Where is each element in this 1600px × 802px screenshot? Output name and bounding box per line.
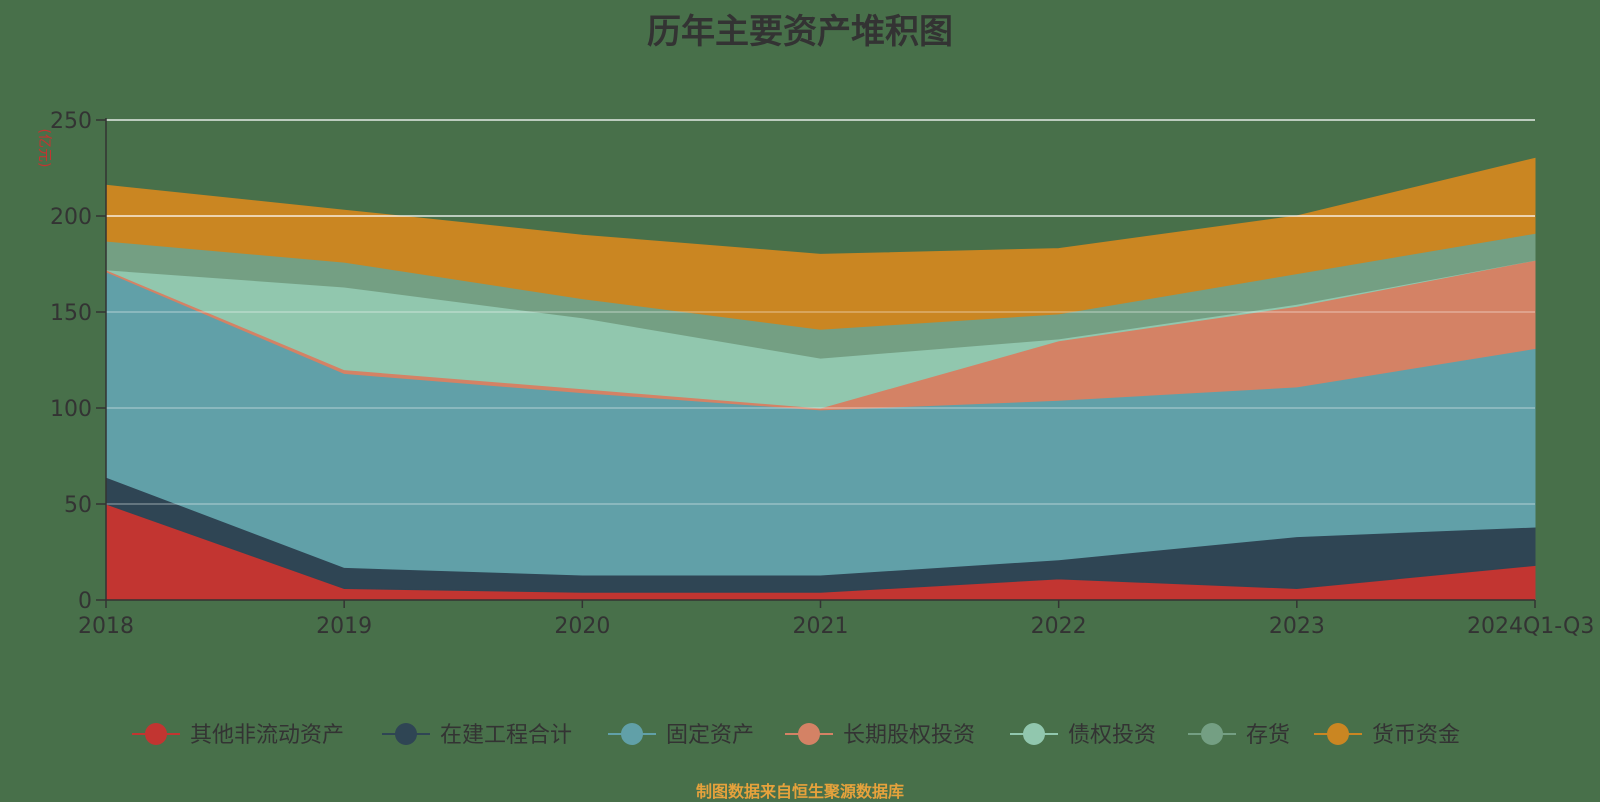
area-7 <box>105 157 1536 330</box>
legend-marker-4 <box>798 723 820 745</box>
legend-item-4[interactable]: 长期股权投资 <box>785 723 975 748</box>
legend-marker-2 <box>395 723 417 745</box>
x-tick-label-3: 2021 <box>793 614 849 639</box>
legend-item-7[interactable]: 货币资金 <box>1314 723 1460 748</box>
y-tick-label-1: 50 <box>64 493 92 518</box>
x-tick-label-6: 2024Q1-Q3 <box>1467 614 1594 639</box>
x-tick-label-1: 2019 <box>316 614 372 639</box>
y-tick-label-0: 0 <box>78 589 92 614</box>
x-tick-label-4: 2022 <box>1031 614 1087 639</box>
legend-marker-1 <box>145 723 167 745</box>
legend-item-5[interactable]: 债权投资 <box>1010 723 1156 748</box>
source-note: 制图数据来自恒生聚源数据库 <box>695 782 904 801</box>
legend-label-3: 固定资产 <box>666 723 754 748</box>
legend: 其他非流动资产 在建工程合计 固定资产 长期股权投资 债权投资 存货 货币资金 <box>132 723 1460 748</box>
legend-item-1[interactable]: 其他非流动资产 <box>132 723 344 748</box>
grid-lines <box>106 119 1535 505</box>
chart-title: 历年主要资产堆积图 <box>647 12 953 52</box>
y-tick-label-5: 250 <box>50 109 92 134</box>
y-tick-label-2: 100 <box>50 397 92 422</box>
legend-label-6: 存货 <box>1246 723 1290 748</box>
legend-label-1: 其他非流动资产 <box>190 723 344 748</box>
x-tick-label-2: 2020 <box>554 614 610 639</box>
y-tick-label-3: 150 <box>50 301 92 326</box>
legend-label-7: 货币资金 <box>1372 723 1460 748</box>
legend-item-3[interactable]: 固定资产 <box>608 723 754 748</box>
legend-marker-3 <box>621 723 643 745</box>
y-axis-label: (亿元) <box>36 129 52 168</box>
legend-label-2: 在建工程合计 <box>440 723 572 748</box>
x-tick-label-5: 2023 <box>1269 614 1325 639</box>
y-tick-label-4: 200 <box>50 205 92 230</box>
area-series <box>105 157 1536 601</box>
legend-label-5: 债权投资 <box>1068 723 1156 748</box>
x-tick-label-0: 2018 <box>78 614 134 639</box>
legend-marker-5 <box>1023 723 1045 745</box>
legend-label-4: 长期股权投资 <box>843 723 975 748</box>
legend-marker-6 <box>1201 723 1223 745</box>
legend-item-2[interactable]: 在建工程合计 <box>382 723 572 748</box>
axes: 0 50 100 150 200 250 2018 2019 2020 2021 2022 2023 2… <box>36 109 1594 639</box>
legend-item-6[interactable]: 存货 <box>1188 723 1290 748</box>
legend-marker-7 <box>1327 723 1349 745</box>
